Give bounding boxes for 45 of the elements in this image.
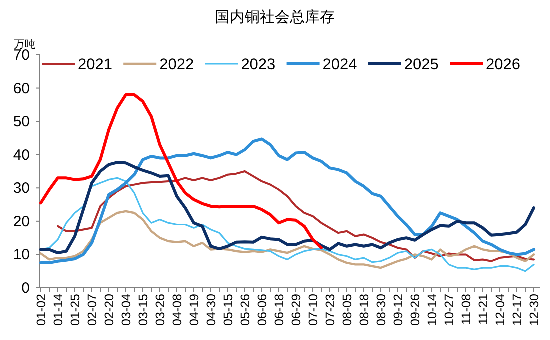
x-tick-label: 06-18: [272, 294, 286, 326]
x-tick-label: 05-15: [222, 294, 236, 326]
x-tick-label: 11-21: [476, 294, 490, 326]
x-tick-label: 03-15: [136, 294, 150, 326]
legend-label: 2026: [486, 56, 520, 74]
x-tick-label: 12-04: [494, 294, 508, 326]
y-tick-label: 50: [13, 114, 30, 131]
y-tick-label: 0: [22, 280, 30, 297]
x-tick-label: 01-02: [34, 294, 48, 326]
y-tick-label: 20: [13, 213, 30, 230]
x-tick-label: 02-07: [86, 294, 100, 326]
legend-label: 2024: [322, 56, 358, 74]
x-tick-label: 03-26: [154, 294, 168, 326]
x-tick-label: 02-20: [102, 294, 116, 326]
chart-title: 国内铜社会总库存: [215, 9, 335, 26]
x-tick-label: 10-14: [426, 294, 440, 326]
y-tick-label: 10: [13, 246, 30, 264]
x-tick-label: 01-25: [68, 294, 82, 326]
y-tick-label: 60: [13, 80, 30, 98]
x-tick-label: 07-10: [306, 294, 320, 326]
x-tick-label: 08-18: [358, 294, 372, 326]
legend-label: 2022: [160, 56, 194, 74]
x-tick-label: 10-27: [442, 294, 456, 326]
x-tick-label: 11-08: [460, 294, 474, 326]
y-tick-label: 40: [13, 146, 30, 164]
x-tick-label: 08-05: [340, 294, 354, 326]
x-tick-label: 06-29: [290, 294, 304, 326]
y-axis-title: 万吨: [14, 38, 36, 51]
x-tick-label: 12-30: [528, 294, 542, 326]
x-tick-label: 05-26: [238, 294, 252, 326]
x-tick-label: 09-26: [408, 294, 422, 326]
x-tick-label: 04-08: [170, 294, 184, 326]
x-tick-label: 06-06: [256, 294, 270, 326]
x-tick-label: 03-04: [120, 294, 134, 326]
legend-label: 2023: [241, 56, 276, 74]
x-tick-label: 09-12: [392, 294, 406, 326]
x-tick-label: 08-30: [374, 294, 388, 326]
y-tick-label: 30: [13, 180, 30, 198]
legend-label: 2025: [404, 56, 439, 74]
x-tick-label: 07-23: [324, 294, 338, 326]
x-tick-label: 01-14: [52, 294, 66, 326]
x-tick-label: 04-30: [204, 294, 218, 326]
legend-label: 2021: [78, 56, 112, 74]
x-tick-label: 04-19: [188, 294, 202, 326]
x-tick-label: 12-17: [510, 294, 524, 326]
